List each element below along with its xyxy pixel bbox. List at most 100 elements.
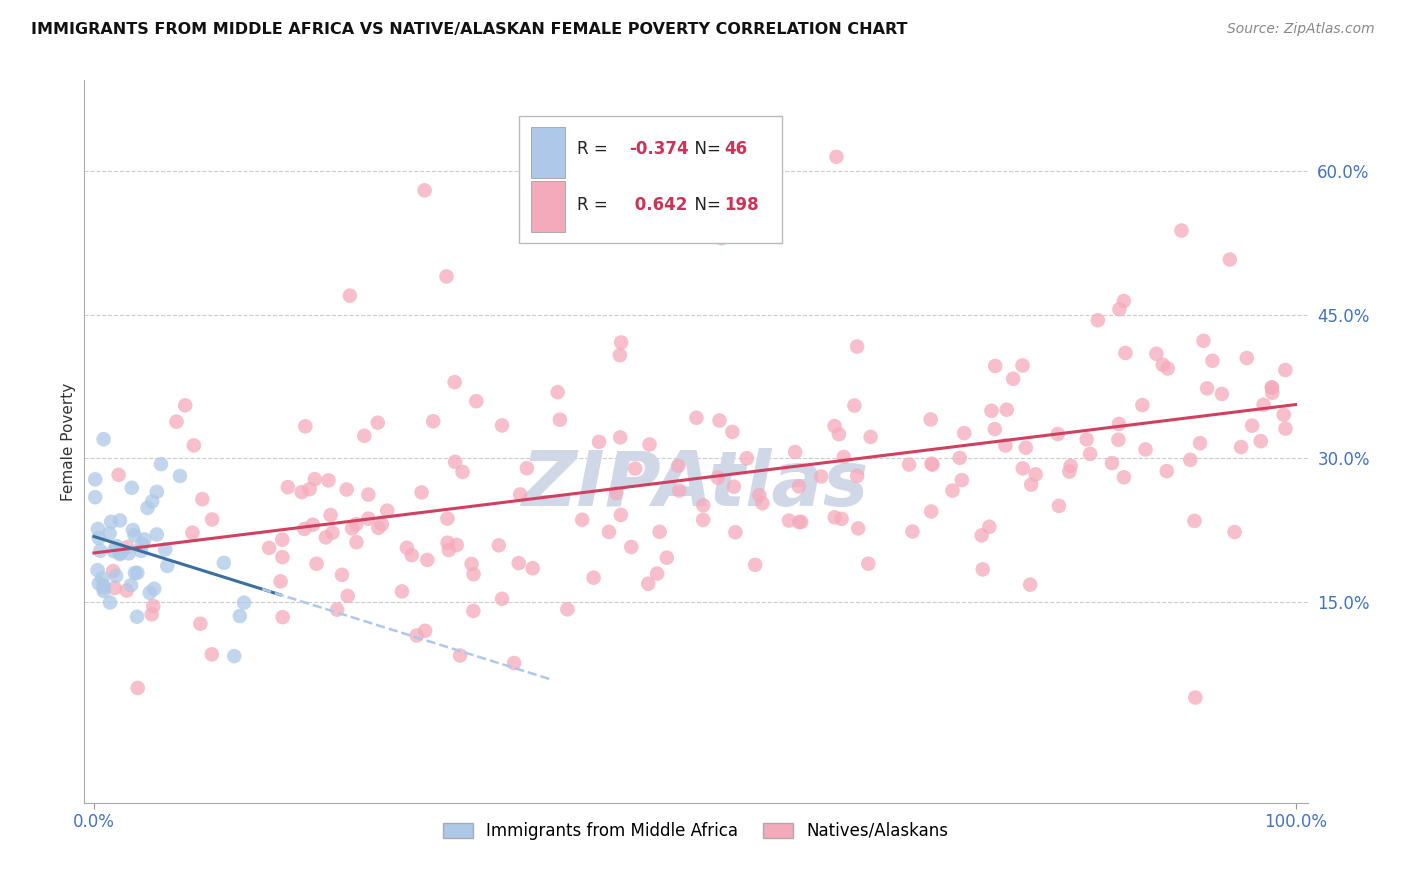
Point — [748, 488, 770, 502]
Point — [984, 359, 1007, 373]
Point — [277, 480, 299, 494]
Point — [371, 517, 394, 532]
Point — [503, 656, 526, 670]
Point — [141, 494, 163, 508]
Point — [1192, 334, 1215, 348]
Point — [413, 183, 436, 197]
Point — [357, 511, 380, 525]
Point — [1025, 467, 1047, 482]
Point — [463, 567, 485, 582]
Text: Source: ZipAtlas.com: Source: ZipAtlas.com — [1227, 22, 1375, 37]
Point — [93, 581, 115, 595]
Point — [735, 451, 758, 466]
Point — [1132, 398, 1154, 412]
Point — [666, 458, 689, 473]
Point — [443, 375, 465, 389]
Point — [787, 479, 810, 493]
Point — [588, 434, 610, 449]
Point — [212, 556, 235, 570]
Point — [271, 610, 294, 624]
Point — [339, 288, 361, 302]
Point — [105, 539, 128, 553]
Point — [620, 540, 643, 554]
Point — [1152, 358, 1174, 372]
Point — [86, 563, 108, 577]
Point — [149, 457, 172, 471]
Point — [685, 410, 707, 425]
Point — [89, 543, 111, 558]
Point — [100, 515, 122, 529]
Point — [422, 414, 444, 428]
Point — [571, 513, 593, 527]
Point — [710, 231, 733, 245]
Point — [1197, 381, 1219, 395]
Point — [271, 550, 294, 565]
Point — [465, 394, 488, 409]
Point — [898, 458, 921, 472]
Text: IMMIGRANTS FROM MIDDLE AFRICA VS NATIVE/ALASKAN FEMALE POVERTY CORRELATION CHART: IMMIGRANTS FROM MIDDLE AFRICA VS NATIVE/… — [31, 22, 907, 37]
Point — [548, 413, 571, 427]
Point — [181, 525, 204, 540]
Point — [436, 511, 458, 525]
Point — [353, 429, 375, 443]
Point — [547, 385, 569, 400]
Point — [87, 576, 110, 591]
Point — [201, 512, 224, 526]
Point — [1261, 380, 1284, 394]
Point — [1223, 524, 1246, 539]
Point — [98, 526, 121, 541]
Point — [824, 419, 846, 434]
Point — [91, 571, 114, 585]
Point — [84, 490, 107, 504]
Point — [108, 547, 131, 561]
Point — [190, 616, 212, 631]
Point — [810, 469, 832, 483]
Point — [1112, 470, 1135, 484]
Point — [413, 624, 436, 638]
Point — [941, 483, 963, 498]
Point — [120, 578, 142, 592]
FancyBboxPatch shape — [531, 128, 565, 178]
Point — [224, 649, 246, 664]
Point — [1047, 499, 1070, 513]
Point — [191, 492, 214, 507]
Point — [321, 525, 343, 540]
Point — [336, 589, 359, 603]
Point — [1011, 461, 1033, 475]
Point — [271, 533, 294, 547]
Point — [1236, 351, 1258, 365]
Point — [994, 438, 1017, 452]
Point — [108, 513, 131, 527]
Point — [436, 535, 458, 549]
Point — [491, 591, 513, 606]
Point — [124, 566, 146, 580]
Point — [305, 557, 328, 571]
Point — [121, 481, 143, 495]
Point — [1101, 456, 1123, 470]
Point — [340, 521, 363, 535]
Point — [980, 404, 1002, 418]
Point — [291, 485, 314, 500]
Point — [124, 528, 146, 542]
Point — [405, 628, 427, 642]
Point — [125, 609, 148, 624]
Point — [1274, 422, 1296, 436]
Point — [920, 504, 942, 518]
Point — [921, 458, 943, 472]
Point — [1107, 433, 1129, 447]
Point — [846, 339, 869, 353]
Point — [134, 533, 156, 547]
Point — [183, 438, 205, 452]
Point — [645, 566, 668, 581]
Point — [84, 472, 107, 486]
Point — [336, 483, 359, 497]
Point — [146, 527, 169, 541]
Point — [229, 609, 252, 624]
Point — [174, 398, 197, 412]
Point — [104, 581, 127, 595]
Point — [844, 399, 866, 413]
Point — [257, 541, 280, 555]
Point — [298, 482, 321, 496]
FancyBboxPatch shape — [531, 181, 565, 232]
Point — [1078, 447, 1101, 461]
